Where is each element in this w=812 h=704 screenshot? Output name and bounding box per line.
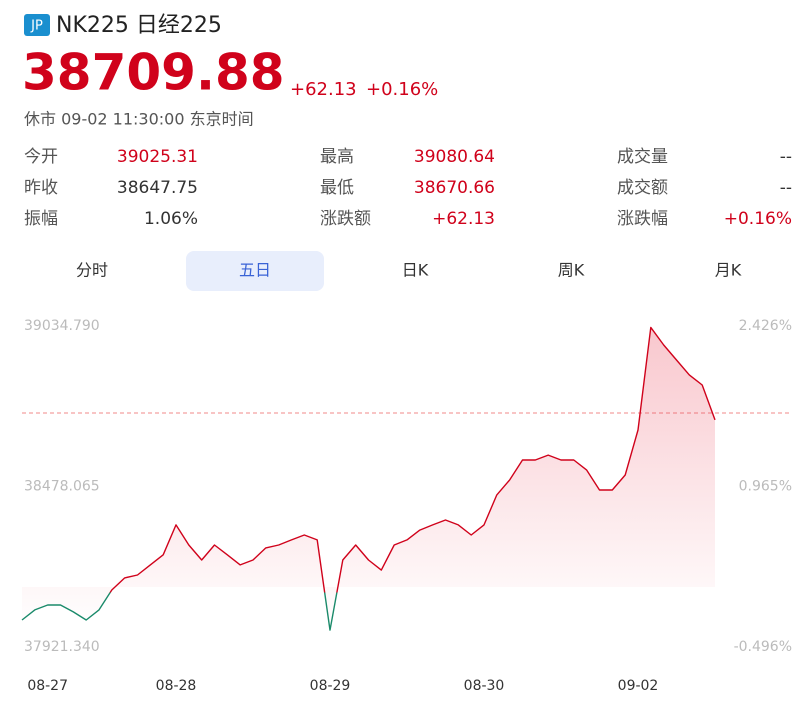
badge: JP [30,19,43,34]
x-tick-label: 08-27 [27,678,68,694]
stat-label: 成交量 [617,147,668,167]
index-name: NK225 日经225 [56,13,222,38]
stat-label: 振幅 [24,209,58,229]
tabs: 分时 五日 日K 周K 月K [76,251,742,291]
tab-active-bg [186,251,324,291]
tab[interactable]: 五日 [239,261,271,280]
y2-tick-label: -0.496% [734,639,792,655]
stat-label: 昨收 [24,178,58,198]
stat-label: 成交额 [617,178,668,198]
x-tick-label: 08-29 [310,678,351,694]
change-pct: +0.16% [366,79,438,100]
stat-value: 38670.66 [414,178,495,198]
stat-value: -- [780,147,792,167]
stat-value: +0.16% [724,209,792,229]
tab[interactable]: 分时 [76,261,108,280]
y2-tick-label: 2.426% [739,318,792,334]
area [22,327,715,631]
badge-bg [24,14,50,36]
stat-label: 涨跌额 [320,209,371,229]
stat-label: 今开 [24,147,58,167]
line [21,326,716,631]
status: 休市 09-02 11:30:00 东京时间 [24,110,254,129]
stat-value: 39080.64 [414,147,495,167]
stat-value: -- [780,178,792,198]
stat-value: +62.13 [432,209,495,229]
x-tick-label: 08-30 [464,678,505,694]
stat-label: 最低 [320,178,354,198]
stat-value: 38647.75 [117,178,198,198]
stat-value: 1.06% [144,209,198,229]
chart: 39034.790 38478.065 37921.340 2.426% 0.965% -… [21,318,792,694]
stat-label: 最高 [320,147,354,167]
stat-label: 涨跌幅 [617,209,668,229]
stats: 今开 39025.31 最高 39080.64 成交量 -- 昨收 38647.… [24,147,792,229]
change: +62.13 [290,79,357,100]
tab[interactable]: 月K [715,261,742,280]
y2-tick-label: 0.965% [739,479,792,495]
price: 38709.88 [22,44,285,102]
y-tick-label: 37921.340 [24,639,100,655]
y-tick-label: 38478.065 [24,479,100,495]
x-tick-label: 08-28 [156,678,197,694]
y-tick-label: 39034.790 [24,318,100,334]
stat-value: 39025.31 [117,147,198,167]
tab[interactable]: 日K [402,261,429,280]
tab[interactable]: 周K [558,261,585,280]
x-tick-label: 09-02 [618,678,659,694]
